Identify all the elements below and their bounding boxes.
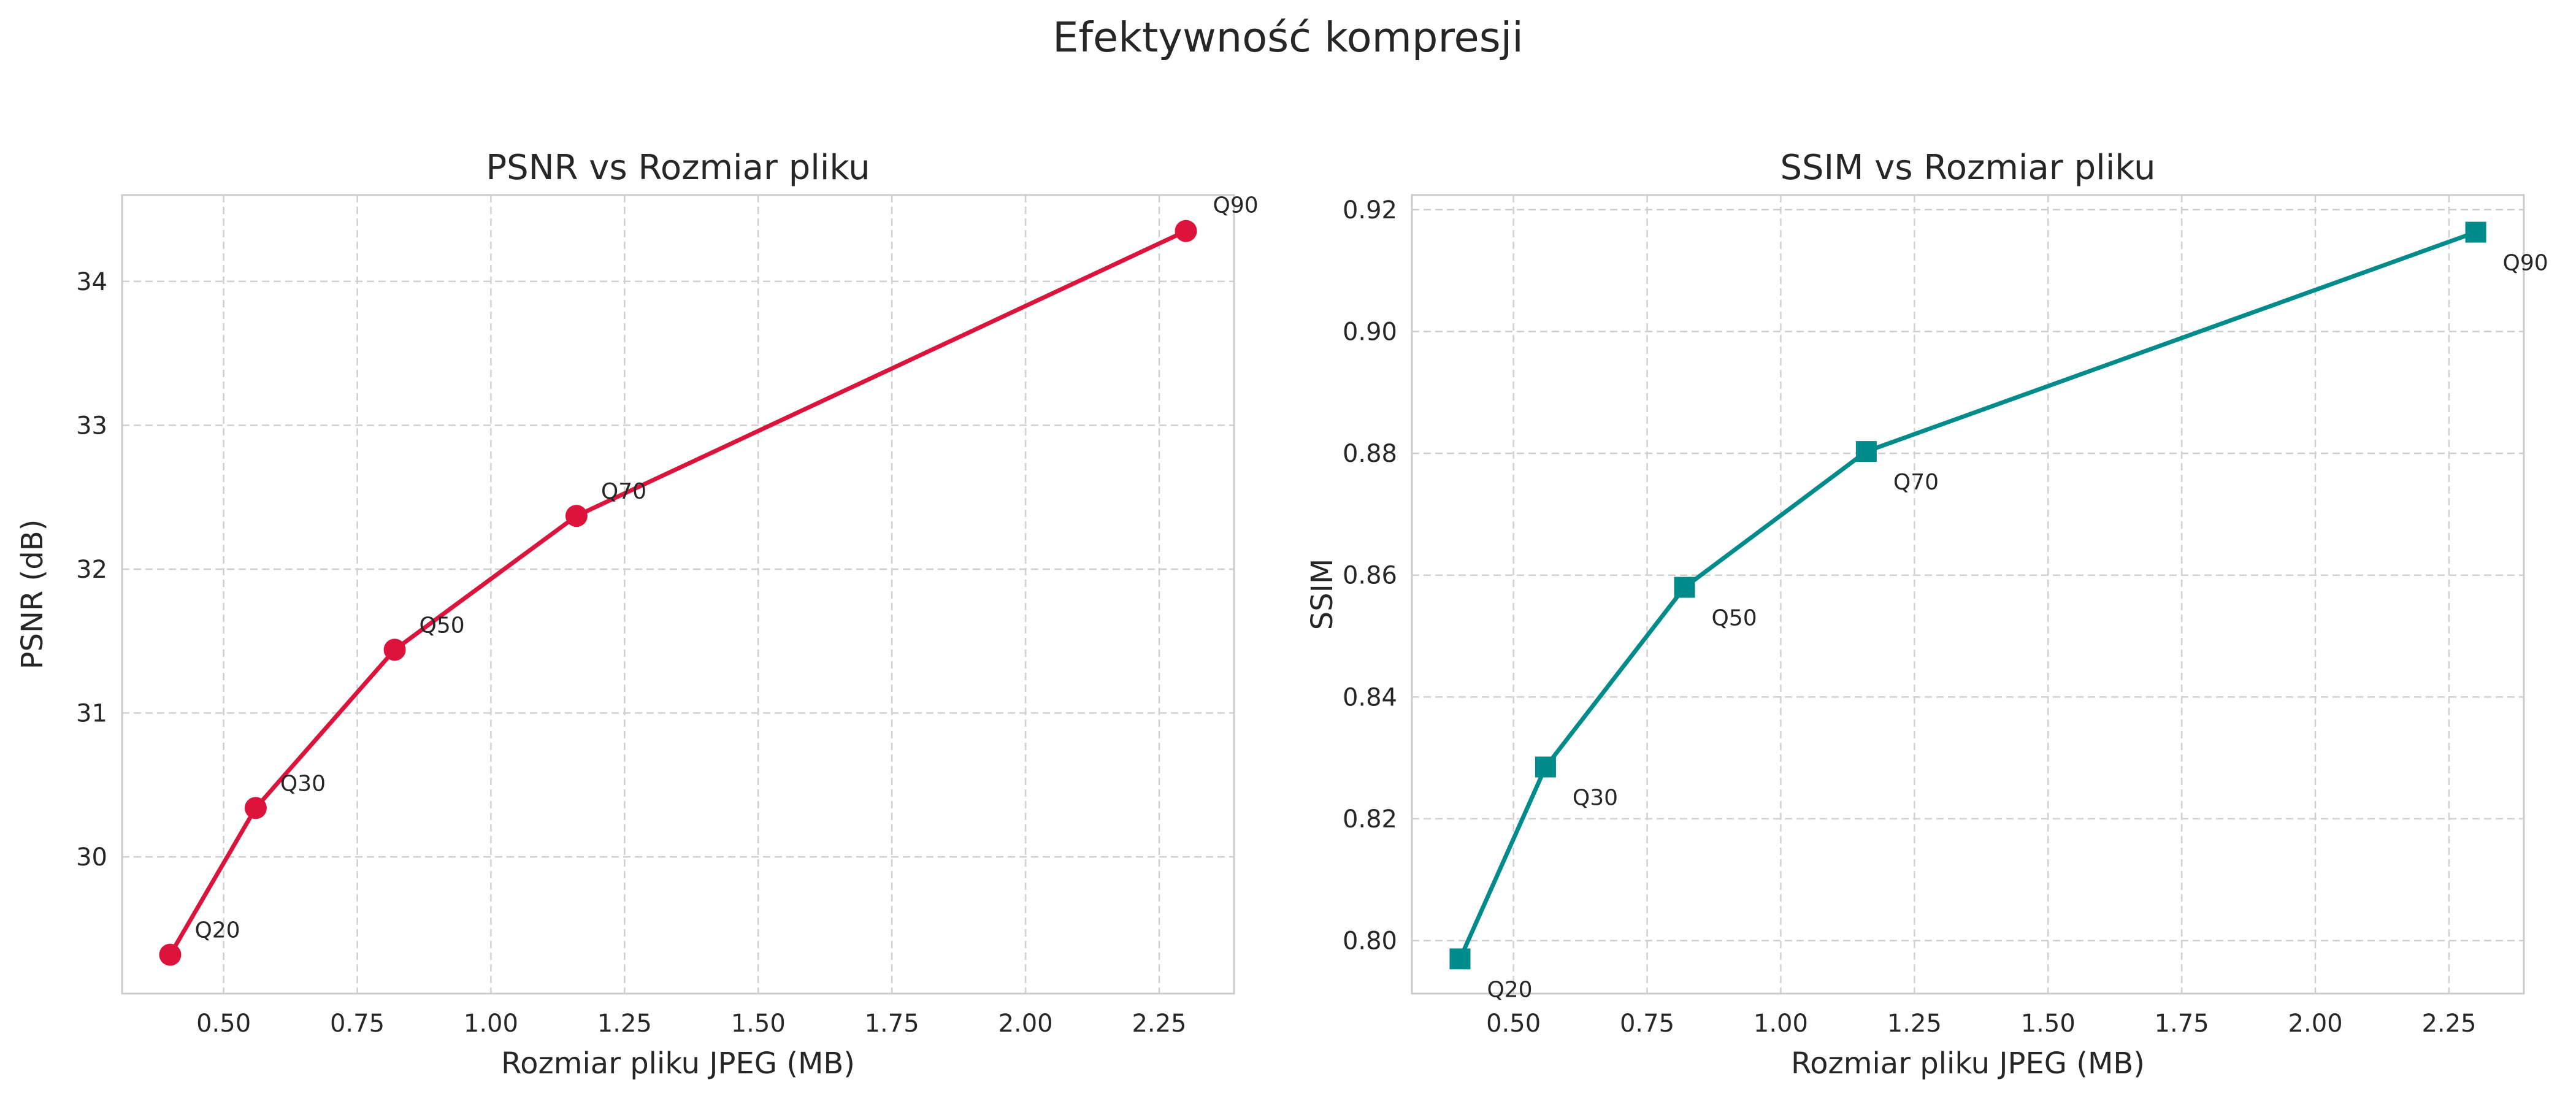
ssim-ytick-label: 0.86 — [1343, 562, 1397, 590]
ssim-ytick-label: 0.80 — [1343, 927, 1397, 956]
ssim-ytick-label: 0.82 — [1343, 805, 1397, 834]
psnr-xtick-label: 1.75 — [865, 1010, 919, 1038]
psnr-axes-frame — [121, 194, 1235, 995]
psnr-ylabel: PSNR (dB) — [15, 519, 50, 670]
ssim-xlabel: Rozmiar pliku JPEG (MB) — [1791, 1046, 2145, 1081]
ssim-chart: 0.50 0.75 1.00 1.25 1.50 1.75 2.00 2.25 0.80 0.82… — [1305, 148, 2548, 1081]
psnr-xlabel: Rozmiar pliku JPEG (MB) — [501, 1046, 855, 1081]
psnr-point-q20 — [159, 943, 182, 966]
ssim-point-label-q30: Q30 — [1573, 786, 1618, 811]
psnr-xtick-label: 1.50 — [731, 1010, 786, 1038]
psnr-point-label-q50: Q50 — [420, 613, 465, 638]
psnr-chart: 0.50 0.75 1.00 1.25 1.50 1.75 2.00 2.25 30 31 32 33… — [15, 148, 1259, 1081]
ssim-xtick-label: 1.00 — [1754, 1010, 1808, 1038]
psnr-ytick-label: 34 — [76, 268, 107, 296]
ssim-ytick-label: 0.88 — [1343, 440, 1397, 468]
ssim-point-q50 — [1674, 577, 1695, 598]
ssim-point-label-q20: Q20 — [1487, 977, 1532, 1002]
psnr-grid — [122, 195, 1234, 994]
figure-suptitle: Efektywność kompresji — [1052, 13, 1524, 61]
psnr-xtick-label: 1.00 — [464, 1010, 518, 1038]
psnr-series-line — [167, 229, 1189, 957]
psnr-title: PSNR vs Rozmiar pliku — [486, 148, 870, 188]
ssim-xtick-label: 0.50 — [1486, 1010, 1541, 1038]
psnr-point-label-q70: Q70 — [601, 479, 646, 504]
psnr-ytick-label: 33 — [76, 412, 107, 440]
psnr-xtick-label: 2.25 — [1132, 1010, 1186, 1038]
ssim-title: SSIM vs Rozmiar pliku — [1780, 148, 2155, 188]
ssim-point-label-q70: Q70 — [1893, 470, 1939, 495]
psnr-point-q50 — [383, 638, 406, 661]
psnr-xtick-label: 2.00 — [999, 1010, 1053, 1038]
ssim-xtick-label: 2.25 — [2421, 1010, 2476, 1038]
ssim-series-line — [1457, 230, 2478, 961]
ssim-point-label-q50: Q50 — [1712, 606, 1757, 631]
psnr-ytick-label: 31 — [76, 700, 107, 728]
ssim-point-q70 — [1855, 441, 1877, 462]
ssim-axes-frame — [1411, 194, 2525, 995]
psnr-point-label-q20: Q20 — [194, 918, 240, 943]
psnr-ytick-label: 30 — [76, 843, 107, 872]
ssim-point-label-q90: Q90 — [2503, 251, 2548, 276]
ssim-ylabel: SSIM — [1305, 559, 1340, 631]
ssim-xtick-label: 1.75 — [2155, 1010, 2209, 1038]
ssim-point-q90 — [2465, 221, 2486, 243]
ssim-ytick-label: 0.84 — [1343, 683, 1397, 711]
psnr-point-label-q30: Q30 — [280, 771, 326, 796]
psnr-xtick-label: 0.75 — [330, 1010, 385, 1038]
psnr-point-label-q90: Q90 — [1213, 193, 1259, 218]
psnr-point-q90 — [1175, 220, 1197, 242]
psnr-point-q70 — [565, 505, 588, 527]
ssim-point-q30 — [1535, 756, 1556, 778]
ssim-grid — [1412, 195, 2524, 994]
psnr-point-q30 — [244, 797, 267, 819]
ssim-xtick-label: 1.25 — [1887, 1010, 1942, 1038]
psnr-xtick-label: 1.25 — [597, 1010, 652, 1038]
ssim-ytick-label: 0.90 — [1343, 318, 1397, 346]
ssim-point-q20 — [1449, 948, 1471, 970]
psnr-xtick-label: 0.50 — [196, 1010, 251, 1038]
ssim-ytick-label: 0.92 — [1343, 196, 1397, 224]
ssim-xtick-label: 0.75 — [1620, 1010, 1674, 1038]
psnr-ytick-label: 32 — [76, 556, 107, 584]
ssim-xtick-label: 2.00 — [2288, 1010, 2343, 1038]
ssim-xtick-label: 1.50 — [2021, 1010, 2076, 1038]
